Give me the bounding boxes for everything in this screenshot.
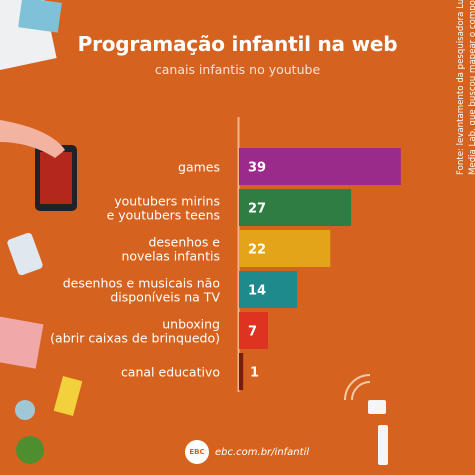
category-label: desenhos e — [149, 235, 221, 250]
watch-illustration — [15, 400, 35, 420]
bar-value-label: 22 — [248, 243, 266, 258]
plant-illustration — [16, 436, 44, 464]
chart-title: Programação infantil na web — [77, 32, 398, 56]
category-label: youtubers mirins — [114, 194, 220, 209]
bar-value-label: 27 — [248, 202, 266, 217]
category-label: (abrir caixas de brinquedo) — [50, 331, 220, 346]
bar-value-label: 39 — [248, 161, 266, 176]
bar — [239, 148, 401, 185]
phone-illustration — [7, 232, 43, 276]
source-line-2: Media Lab, que buscou mapear o comportam… — [468, 0, 475, 175]
bar — [239, 271, 298, 308]
category-label: disponíveis na TV — [110, 290, 220, 305]
hand-illustration — [0, 120, 65, 158]
footer-url: ebc.com.br/infantil — [215, 447, 310, 458]
bar — [239, 353, 244, 390]
source-note: Fonte: levantamento da pesquisadora Luci… — [455, 0, 475, 175]
category-label: canal educativo — [121, 365, 220, 380]
bar-value-label: 1 — [250, 366, 259, 381]
bar-value-label: 14 — [248, 284, 266, 299]
notebook-illustration — [0, 316, 44, 369]
category-label: unboxing — [162, 317, 220, 332]
bar — [239, 312, 269, 349]
photo-illustration — [18, 0, 62, 33]
chips-illustration — [53, 376, 83, 416]
tablet-screen — [40, 152, 72, 204]
chart-subtitle: canais infantis no youtube — [154, 62, 321, 77]
bar-value-label: 7 — [248, 325, 257, 340]
category-label: games — [178, 160, 220, 175]
source-line-1: Fonte: levantamento da pesquisadora Luci… — [456, 0, 466, 175]
category-label: novelas infantis — [121, 249, 220, 264]
bar — [239, 230, 331, 267]
category-label: desenhos e musicais não — [63, 276, 220, 291]
radio-illustration — [344, 374, 388, 465]
ebc-logo: EBC — [185, 440, 209, 464]
category-label: e youtubers teens — [107, 208, 220, 223]
decorative-illustrations — [0, 0, 83, 464]
bar — [239, 189, 352, 226]
